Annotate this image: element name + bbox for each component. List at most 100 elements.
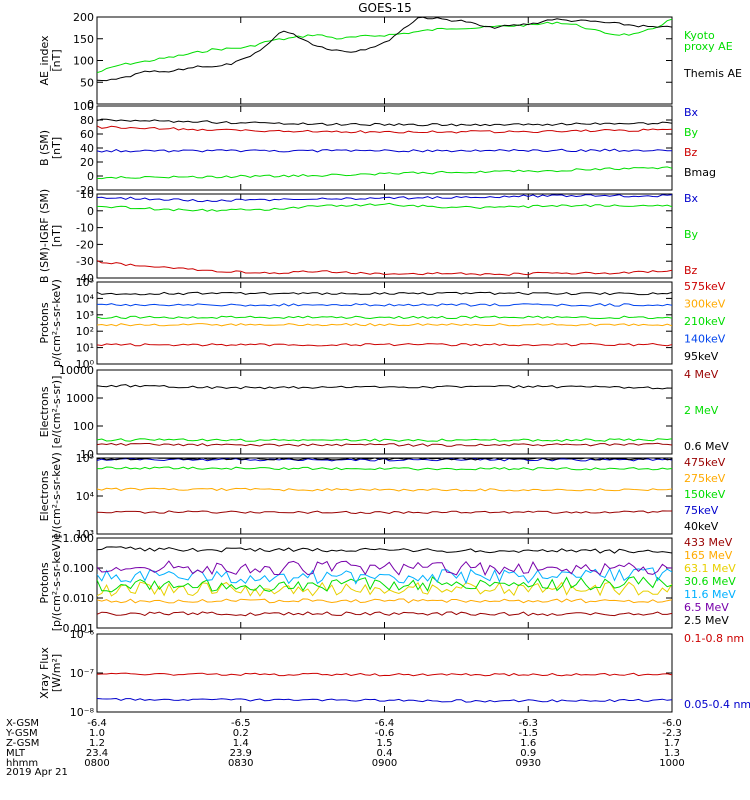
y-tick-label: 10³ [76,309,94,322]
y-tick-label: 10⁻⁷ [70,667,94,680]
y-axis-label-line1: B (SM) [38,130,51,166]
ephem-row-label: hhmm [6,758,38,769]
ephem-value: -1.5 [518,728,538,739]
y-axis-label-line1: Electrons [38,470,51,521]
legend-item-protons_low-0: 575keV [684,280,726,293]
y-axis-label: Xray Flux [W/m²] [38,647,63,699]
y-axis-label-line1: AE_index [38,35,51,86]
legend-item-protons_high-5: 6.5 MeV [684,601,729,614]
ephem-value: 0830 [228,758,253,769]
series-line-protons_high-4 [97,567,672,585]
ephem-row-label: X-GSM [6,718,39,729]
series-line-electrons_low-2 [97,466,672,471]
y-tick-label: 100 [73,55,94,68]
y-axis-label-line2: [W/m²] [50,654,63,692]
y-tick-label: 150 [73,33,94,46]
y-tick-label: 10⁴ [76,292,95,305]
panel-frame [96,193,673,279]
legend-item-protons_low-2: 210keV [684,315,726,328]
y-axis-label-line2: e/(cm²-s-sr-keV) [50,452,63,540]
y-tick-label: 10⁴ [76,490,95,503]
y-tick-label: 0.010 [63,592,95,605]
legend-item-protons_high-4: 11.6 MeV [684,588,736,601]
legend-item-electrons_low-0: 475keV [684,456,726,469]
y-tick-label: 0 [87,170,94,183]
y-tick-label: 10¹ [76,342,94,355]
legend-label: 165 MeV [684,549,733,562]
ephem-value: -2.3 [662,728,682,739]
y-tick-label: 50 [80,76,94,89]
y-axis-label-line1: Protons [38,562,51,603]
series-line-bsm-0 [97,148,672,153]
ephem-value: 1.5 [377,738,393,749]
legend-item-electrons_high-2: 0.6 MeV [684,440,729,453]
series-line-electrons_high-1 [97,438,672,442]
y-axis-label-line2: [nT] [50,225,63,247]
y-tick-label: -20 [76,184,94,197]
series-line-electrons_high-2 [97,384,672,390]
series-line-protons_low-3 [97,303,672,307]
y-axis-label-line1: B (SM)-IGRF (SM) [38,189,51,283]
legend-item-protons_high-6: 2.5 MeV [684,614,729,627]
ephem-value: 0.4 [377,748,393,759]
y-tick-label: 60 [80,128,94,141]
series-line-protons_low-2 [97,315,672,320]
y-tick-label: 10 [80,448,94,461]
y-axis-label: Electrons [e/(cm²-s-sr)] [38,376,63,449]
ephem-value: -6.3 [518,718,538,729]
y-tick-label: -10 [76,222,94,235]
legend-item-bsm-1: By [684,126,699,139]
legend-label: 0.6 MeV [684,440,729,453]
series-line-bsm-1 [97,166,672,180]
y-tick-label: 10⁰ [76,358,95,371]
y-tick-label: 200 [73,11,94,24]
ephem-value: 23.9 [230,748,252,759]
y-tick-label: 10⁻⁶ [70,628,95,641]
panel-xray: 10⁻⁸ 10⁻⁷ 10⁻⁶ Xray Flux [W/m²] 0.1-0.8 nm 0.0… [38,628,750,719]
y-tick-label: -40 [76,272,94,285]
legend-label: 433 MeV [684,536,733,549]
legend-label: Bx [684,106,699,119]
legend-item-protons_low-3: 140keV [684,333,726,346]
y-tick-label: 10³ [76,528,94,541]
legend-item-electrons_low-1: 275keV [684,472,726,485]
ephemeris-table: X-GSM -6.4 -6.5 -6.4 -6.3 -6.0 Y-GSM 1.0 0.2 -0.6… [5,718,685,769]
legend-label: 30.6 MeV [684,575,736,588]
y-axis-label: B (SM)-IGRF (SM) [nT] [38,189,63,283]
legend-item-ae-1: Themis AE [683,67,742,80]
series-line-electrons_low-4 [97,458,672,461]
series-line-bsm-2 [97,125,672,134]
legend-label: By [684,126,699,139]
y-tick-label: 1000 [66,392,94,405]
legend-label: 575keV [684,280,726,293]
legend-label-line2: proxy AE [684,40,733,53]
series-line-bigrf-2 [97,260,672,276]
legend-label: By [684,228,699,241]
ephem-value: 0.9 [520,748,536,759]
series-line-bigrf-0 [97,194,672,203]
y-tick-label: -20 [76,238,94,251]
legend-label: 4 MeV [684,368,719,381]
ephem-value: -6.4 [87,718,107,729]
y-axis-label-line1: Electrons [38,386,51,437]
series-line-bsm-3 [97,118,672,127]
legend-item-protons_high-0: 433 MeV [684,536,733,549]
y-axis-label-line2: p/(cm²-s-sr-keV) [50,279,63,367]
ephem-row-label: MLT [6,748,26,759]
legend-label: Bz [684,264,698,277]
ephem-value: 1.7 [664,738,680,749]
y-axis-label-line2: [e/(cm²-s-sr)] [50,376,63,449]
series-line-electrons_low-1 [97,487,672,492]
legend-label: 0.05-0.4 nm [684,698,750,711]
ephem-value: 1.6 [520,738,536,749]
legend-item-xray-0: 0.1-0.8 nm [684,632,744,645]
ephem-value: -6.0 [662,718,682,729]
series-line-protons_low-4 [97,291,672,296]
legend-item-bigrf-1: By [684,228,699,241]
legend-label: 2.5 MeV [684,614,729,627]
